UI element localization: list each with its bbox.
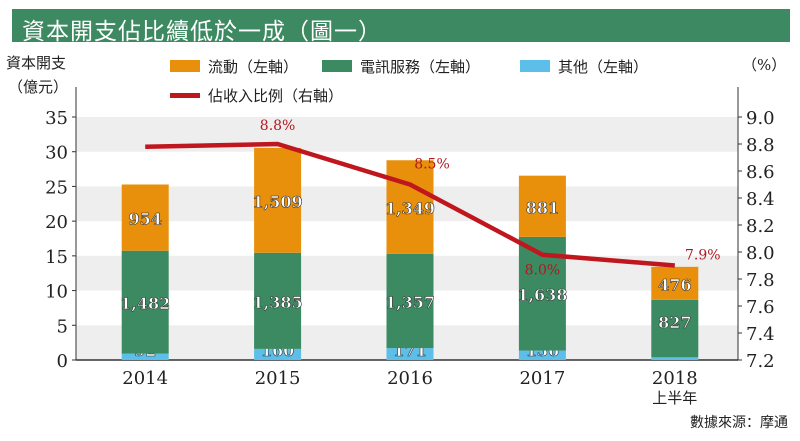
bar-label-telecom: 1,638: [517, 286, 567, 305]
left-tick-label: 30: [45, 143, 68, 164]
legend-label: 佔收入比例（右軸）: [208, 87, 343, 105]
legend-swatch: [520, 60, 550, 72]
left-tick-label: 10: [45, 282, 68, 303]
bar-label-current: 954: [128, 210, 161, 229]
x-tick-label: 2015: [255, 368, 301, 389]
bar-telecom: [651, 299, 699, 358]
bar-other: [254, 348, 302, 360]
right-tick-label: 7.6: [746, 297, 775, 318]
bar-telecom: [254, 252, 302, 349]
ratio-label: 7.9%: [685, 248, 721, 264]
bar-other: [121, 353, 169, 360]
ratio-label: 8.5%: [414, 157, 450, 173]
legend-swatch: [322, 60, 352, 72]
left-axis-title: 資本開支: [6, 54, 66, 72]
ratio-line: [145, 141, 675, 268]
bar-label-current: 476: [658, 275, 691, 294]
ratio-label: 8.0%: [525, 263, 561, 279]
legend-label: 電訊服務（左軸）: [360, 58, 480, 76]
source-note: 數據來源：摩通: [690, 414, 788, 431]
bar-label-telecom: 1,357: [385, 293, 435, 312]
bar-label-current: 1,349: [385, 199, 435, 218]
right-tick-label: 8.6: [746, 162, 775, 183]
bar-current: [386, 160, 434, 254]
x-tick-label: 2014: [122, 368, 168, 389]
bar-current: [651, 266, 699, 300]
bar-current: [121, 184, 169, 251]
right-tick-label: 7.4: [746, 324, 775, 345]
bar-telecom: [386, 253, 434, 349]
title-bar: 資本開支佔比續低於一成（圖一）: [12, 9, 790, 45]
bar-current: [518, 175, 566, 237]
bar-other: [518, 350, 566, 360]
right-tick-label: 9.0: [746, 108, 775, 129]
left-tick-label: 35: [45, 108, 68, 129]
bar-label-current: 881: [526, 198, 559, 217]
legend-label: 流動（左軸）: [208, 58, 298, 76]
left-tick-label: 20: [45, 212, 68, 233]
legend-swatch-line: [170, 93, 200, 98]
bar-label-current: 1,509: [253, 192, 303, 211]
left-tick-label: 0: [57, 351, 68, 372]
x-tick-label: 2017: [519, 368, 565, 389]
left-axis-title-unit: （億元）: [8, 78, 68, 96]
bar-current: [254, 147, 302, 253]
right-tick-label: 8.2: [746, 216, 775, 237]
x-tick-label: 2016: [387, 368, 433, 389]
bar-other: [651, 357, 699, 360]
right-tick-label: 8.8: [746, 135, 775, 156]
left-tick-label: 5: [57, 316, 68, 337]
legend-swatch: [170, 60, 200, 72]
left-tick-label: 25: [45, 177, 68, 198]
x-tick-label: 2018: [652, 368, 698, 389]
right-tick-label: 7.2: [746, 351, 775, 372]
chart-title: 資本開支佔比續低於一成（圖一）: [22, 19, 382, 45]
bar-label-telecom: 1,482: [120, 294, 170, 313]
bar-other: [386, 348, 434, 360]
left-tick-label: 15: [45, 247, 68, 268]
right-tick-label: 8.0: [746, 243, 775, 264]
right-tick-label: 7.8: [746, 270, 775, 291]
x-tick-sublabel: 上半年: [652, 389, 697, 407]
bar-label-telecom: 1,385: [253, 293, 303, 312]
right-axis-title: （%）: [742, 56, 786, 74]
bar-telecom: [121, 250, 169, 354]
bar-label-telecom: 827: [658, 313, 691, 332]
ratio-label: 8.8%: [260, 118, 296, 134]
right-tick-label: 8.4: [746, 189, 775, 210]
legend-label: 其他（左軸）: [558, 58, 648, 76]
